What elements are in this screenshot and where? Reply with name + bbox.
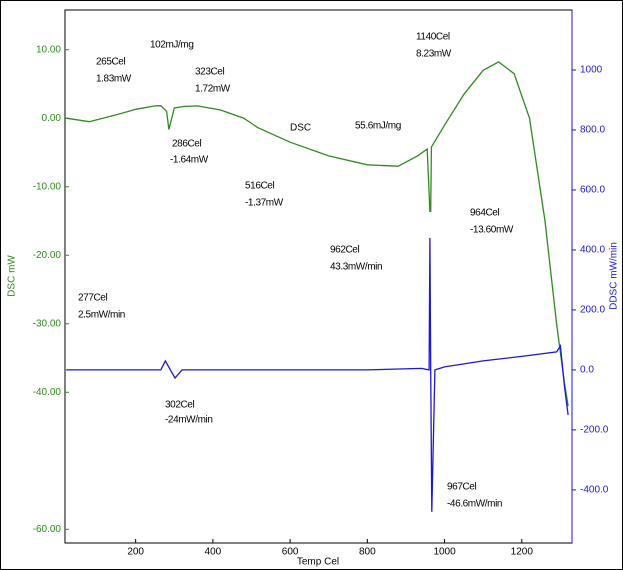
x-tick-label: 800	[359, 547, 376, 558]
y2-tick-label: 200.0	[580, 305, 605, 316]
y-tick-label: 10.00	[36, 44, 61, 55]
series-name: DSC	[290, 123, 311, 134]
y-tick-label: 0.00	[42, 113, 62, 124]
annotation: 43.3mW/min	[330, 262, 382, 273]
annotation: -24mW/min	[165, 415, 213, 426]
y2-axis-label: DDSC mW/min	[609, 242, 620, 310]
y2-tick-label: 600.0	[580, 185, 605, 196]
annotation: 55.6mJ/mg	[355, 121, 401, 132]
annotation: 102mJ/mg	[150, 40, 194, 51]
annotation: 1140Cel	[416, 32, 450, 43]
series-line	[66, 61, 569, 407]
annotation: 1.83mW	[96, 74, 132, 85]
x-axis-label: Temp Cel	[297, 557, 339, 568]
x-tick-label: 200	[127, 547, 144, 558]
annotation: 323Cel	[195, 67, 224, 78]
y-tick-label: -20.00	[33, 250, 62, 261]
y-axis-label: DSC mW	[7, 255, 18, 297]
x-tick-label: 600	[282, 547, 299, 558]
annotation: 1.72mW	[195, 84, 231, 95]
y2-tick-label: 800.0	[580, 125, 605, 136]
y2-tick-label: -200.0	[580, 425, 609, 436]
annotation: 286Cel	[172, 139, 201, 150]
y-tick-label: -60.00	[33, 524, 62, 535]
y-tick-label: -40.00	[33, 387, 62, 398]
y2-tick-label: 400.0	[580, 245, 605, 256]
y-tick-label: -30.00	[33, 318, 62, 329]
y-tick-label: -10.00	[33, 181, 62, 192]
y2-tick-label: 1000	[580, 65, 603, 76]
series-line	[66, 237, 569, 512]
annotation: -13.60mW	[470, 225, 514, 236]
annotation: 516Cel	[245, 181, 274, 192]
y2-tick-label: -400.0	[580, 485, 609, 496]
annotation: 962Cel	[330, 245, 359, 256]
annotation: -46.6mW/min	[447, 499, 502, 510]
annotation: 8.23mW	[416, 49, 452, 60]
annotation: 277Cel	[78, 293, 107, 304]
y2-tick-label: 0.0	[580, 365, 594, 376]
annotation: -1.64mW	[170, 155, 209, 166]
x-tick-label: 400	[205, 547, 222, 558]
annotation: 967Cel	[447, 482, 476, 493]
annotation: 2.5mW/min	[78, 310, 125, 321]
annotation: -1.37mW	[245, 198, 284, 209]
annotation: 964Cel	[470, 208, 499, 219]
annotation: 302Cel	[165, 400, 194, 411]
x-tick-label: 1200	[511, 547, 534, 558]
annotation: 265Cel	[96, 57, 125, 68]
x-tick-label: 1000	[433, 547, 456, 558]
